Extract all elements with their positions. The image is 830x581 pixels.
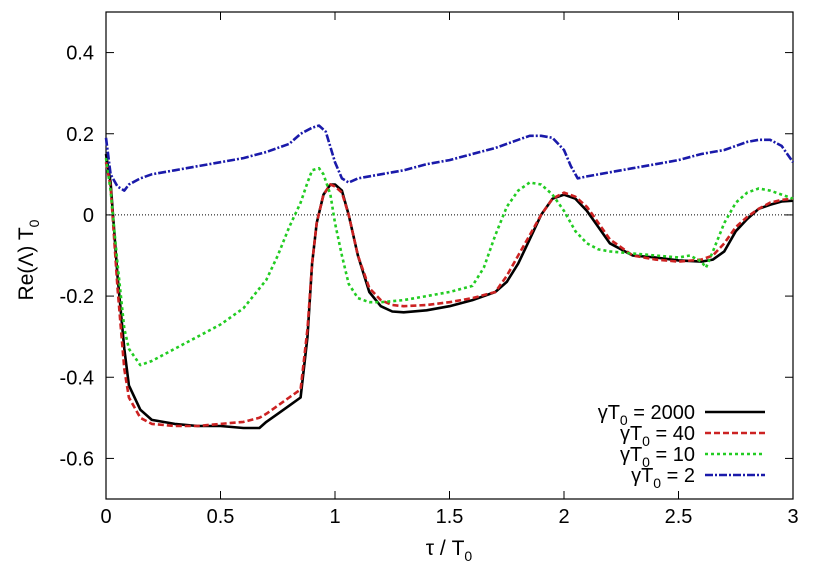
legend-label: γT0 = 2 xyxy=(631,465,695,491)
y-tick-label: 0.2 xyxy=(66,124,94,146)
series-line xyxy=(104,124,795,192)
x-tick-label: 2.5 xyxy=(665,506,693,528)
y-tick-label: 0 xyxy=(83,205,94,227)
axis-ticks xyxy=(105,12,794,499)
y-tick-label: -0.4 xyxy=(60,367,94,389)
x-tick-label: 3 xyxy=(787,506,798,528)
legend-label: γT0 = 2000 xyxy=(598,402,695,428)
x-tick-label: 2 xyxy=(558,506,569,528)
legend-label: γT0 = 10 xyxy=(620,444,695,470)
x-tick-label: 1 xyxy=(329,506,340,528)
x-tick-label: 1.5 xyxy=(436,506,464,528)
series-line xyxy=(104,153,794,430)
y-tick-label: 0.4 xyxy=(66,43,94,65)
series-layer xyxy=(104,124,795,430)
series-line xyxy=(104,161,794,428)
y-tick-label: -0.6 xyxy=(60,448,94,470)
x-axis-label: τ / T0 xyxy=(426,537,473,564)
y-axis-label: Re(Λ) T0 xyxy=(15,219,42,300)
x-tick-label: 0 xyxy=(100,506,111,528)
y-tick-label: -0.2 xyxy=(60,286,94,308)
legend-label: γT0 = 40 xyxy=(620,423,695,449)
tick-labels: 0 0.5 1 1.5 2 2.5 3 -0.6 -0.4 -0.2 0 0.2 0.4 xyxy=(60,43,799,528)
x-tick-label: 0.5 xyxy=(207,506,235,528)
series-line xyxy=(104,157,794,367)
